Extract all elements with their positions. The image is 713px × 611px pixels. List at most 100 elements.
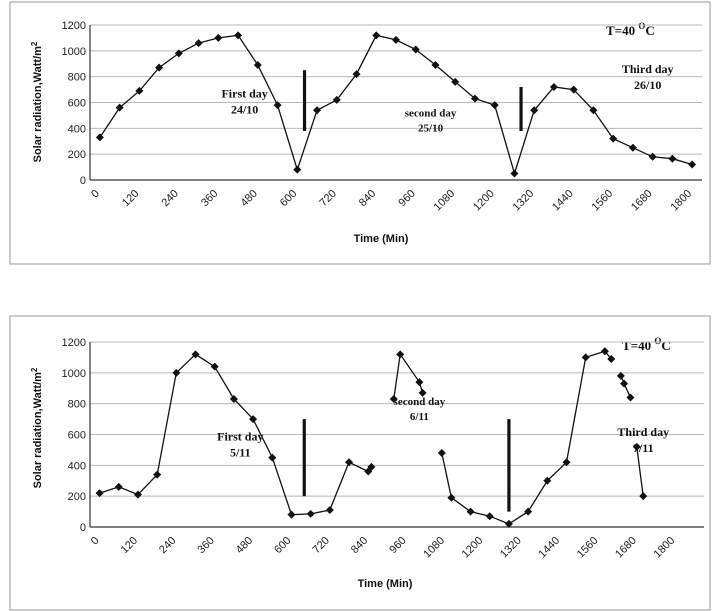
chart-2-data-point-32: [620, 379, 629, 388]
chart-1-day-annotation-1: second day 25/10: [405, 108, 457, 135]
chart-2-data-point-4: [172, 368, 181, 377]
chart-1-data-point-10: [293, 165, 302, 174]
chart-1-data-point-12: [332, 95, 341, 104]
chart-2-data-point-31: [616, 371, 625, 380]
chart-1-data-point-30: [688, 160, 697, 169]
chart-2-xlabel: Time (Min): [358, 578, 413, 590]
chart-2-data-point-7: [229, 395, 238, 404]
chart-2-day-annotation-2: Third day 7/11: [617, 425, 669, 455]
chart-1-data-point-3: [155, 63, 164, 72]
chart-2-data-point-2: [133, 490, 142, 499]
chart-2-frame: [9, 315, 711, 611]
chart-2-ytick-label-6: 1200: [62, 337, 86, 349]
chart-2-day-annotation-0: First day 5/11: [217, 430, 263, 460]
chart-2-data-point-24: [504, 519, 513, 528]
chart-2-data-point-10: [287, 510, 296, 519]
chart-panel-2: Solar radiation,Watt/m2 Time (Min) T=40 …: [9, 315, 711, 611]
chart-1-data-point-5: [194, 39, 203, 48]
chart-2-data-point-27: [562, 458, 571, 467]
chart-1-data-point-15: [392, 35, 400, 44]
chart-2-series-line-1: [393, 352, 424, 400]
chart-2-data-point-3: [153, 470, 162, 479]
chart-2-ytick-label-0: 0: [80, 522, 86, 534]
chart-2-data-point-21: [447, 493, 456, 502]
chart-1-data-point-9: [273, 101, 282, 110]
chart-2-ytick-label-3: 600: [68, 430, 86, 442]
chart-2-data-point-23: [485, 512, 494, 521]
chart-2-ylabel: Solar radiation,Watt/m2: [30, 367, 44, 488]
chart-1-title: T=40 OC: [606, 21, 655, 38]
chart-2-data-point-25: [524, 507, 533, 516]
chart-2-data-point-20: [437, 449, 446, 457]
chart-1-data-point-1: [115, 103, 124, 112]
chart-2-data-point-15: [367, 462, 376, 471]
chart-2-data-point-12: [325, 506, 334, 515]
chart-2-data-point-30: [607, 354, 616, 363]
chart-1-data-point-11: [313, 106, 322, 115]
chart-1-ytick-label-0: 0: [80, 175, 86, 187]
chart-2-data-point-16: [389, 395, 398, 404]
chart-2-ytick-label-1: 200: [68, 491, 86, 503]
chart-2-data-point-33: [626, 393, 635, 402]
chart-1-day-annotation-0: First day 24/10: [221, 86, 267, 116]
chart-1-data-point-17: [431, 61, 440, 70]
chart-2-data-point-18: [415, 378, 424, 387]
chart-1-data-point-24: [569, 85, 578, 94]
chart-1-data-point-28: [648, 152, 657, 161]
chart-2-data-point-5: [191, 350, 200, 359]
chart-1-ytick-label-5: 1000: [62, 46, 86, 58]
chart-2-data-point-28: [581, 353, 590, 362]
chart-1-day-annotation-2: Third day 26/10: [622, 62, 674, 92]
chart-1-data-point-6: [214, 33, 223, 42]
chart-1-data-point-18: [451, 77, 460, 86]
chart-2-series-line-0: [99, 353, 372, 516]
chart-2-data-point-6: [210, 362, 219, 371]
chart-1-data-point-14: [372, 31, 381, 40]
chart-1-data-point-4: [174, 49, 183, 58]
chart-1-data-point-2: [135, 86, 144, 95]
chart-2-data-point-34: [632, 442, 641, 451]
chart-1-data-point-16: [411, 45, 420, 54]
chart-1-ytick-label-2: 400: [68, 123, 86, 135]
chart-2-data-point-8: [249, 415, 258, 424]
chart-1-data-point-19: [470, 94, 479, 103]
chart-1-data-point-29: [668, 154, 677, 163]
chart-2-ytick-label-2: 400: [68, 460, 86, 472]
chart-1-ytick-label-4: 800: [68, 72, 86, 84]
chart-1-ytick-label-1: 200: [68, 149, 86, 161]
chart-2-data-point-22: [466, 507, 475, 516]
chart-panel-1: Solar radiation,Watt/m2 Time (Min) T=40 …: [9, 1, 711, 265]
chart-1-data-point-13: [352, 70, 361, 79]
chart-1-ylabel: Solar radiation,Watt/m2: [30, 41, 44, 162]
chart-1-data-point-26: [609, 134, 618, 143]
chart-2-ytick-label-4: 800: [68, 399, 86, 411]
chart-2-series-line-4: [636, 446, 644, 497]
chart-1-data-point-27: [628, 143, 637, 152]
chart-2-data-point-19: [418, 388, 427, 397]
chart-1-data-point-20: [490, 101, 499, 110]
chart-2-data-point-17: [396, 350, 405, 359]
chart-1-ytick-label-6: 1200: [62, 20, 86, 32]
chart-1-data-point-8: [253, 61, 262, 70]
chart-1-ytick-label-3: 600: [68, 98, 86, 110]
chart-2-data-point-29: [600, 347, 609, 356]
chart-2-ytick-label-5: 1000: [62, 368, 86, 380]
chart-1-data-point-22: [530, 106, 539, 115]
chart-2-data-point-26: [543, 476, 552, 485]
chart-2-data-point-13: [345, 458, 354, 467]
chart-1-xlabel: Time (Min): [354, 233, 409, 245]
chart-1-data-point-0: [95, 133, 104, 142]
chart-2-data-point-35: [639, 492, 648, 501]
chart-1-frame: [9, 1, 711, 265]
chart-2-day-annotation-1: second day 6/11: [394, 396, 446, 423]
chart-1-data-point-23: [549, 83, 558, 91]
chart-2-data-point-11: [306, 509, 315, 518]
chart-2-title: T=40 OC: [622, 336, 671, 353]
chart-2-data-point-1: [114, 482, 123, 491]
chart-2-data-point-0: [95, 489, 104, 498]
chart-1-data-point-21: [510, 169, 519, 178]
chart-2-data-point-9: [268, 453, 277, 462]
chart-1-data-point-7: [234, 31, 243, 40]
chart-1-data-point-25: [589, 106, 598, 115]
